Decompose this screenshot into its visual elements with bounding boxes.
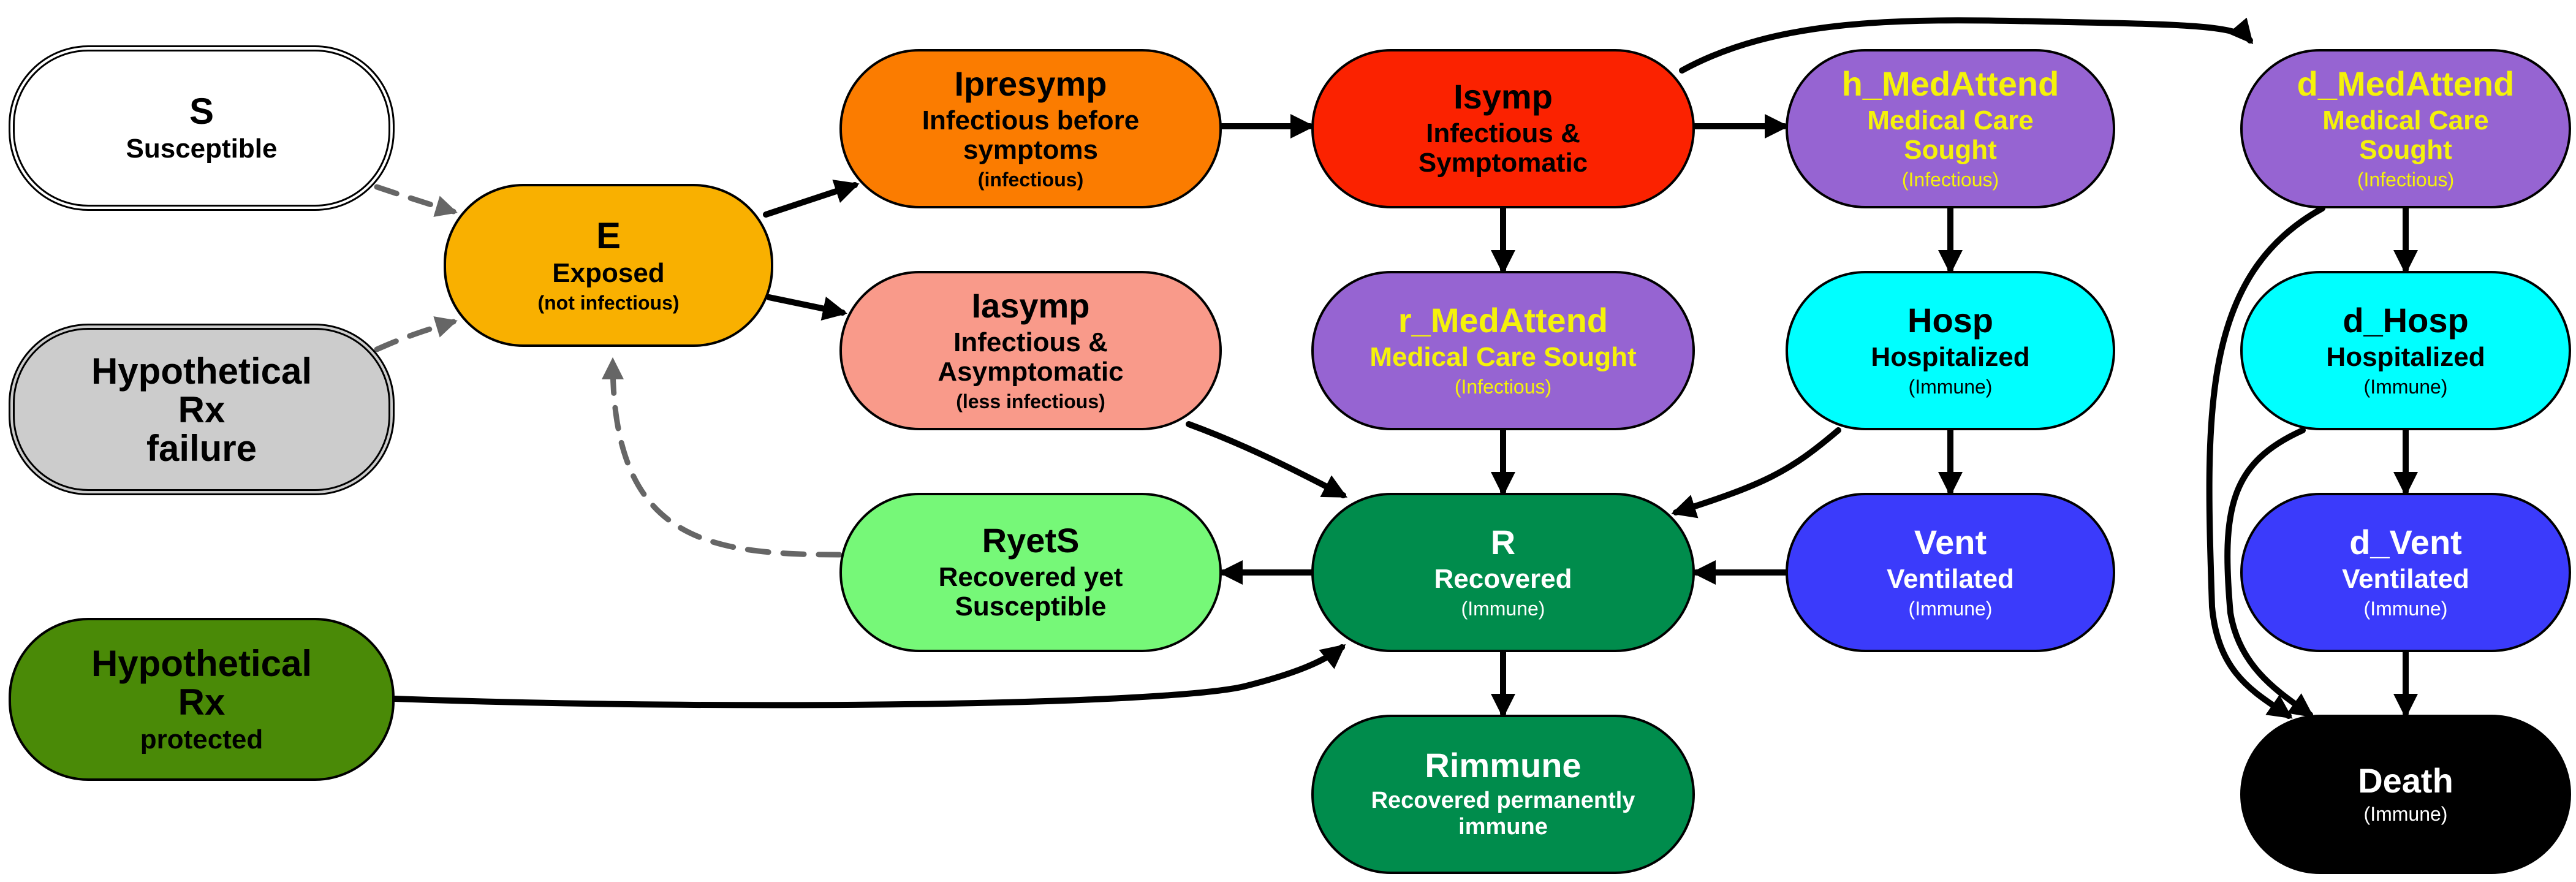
- node-subtitle: Medical Care: [1867, 105, 2034, 135]
- edge-rx_failure-to-E: [374, 316, 458, 352]
- node-subtitle: Sought: [1904, 135, 1997, 165]
- node-rx-protected: Hypothetical Rx protected: [9, 618, 395, 781]
- node-subtitle: Susceptible: [955, 591, 1107, 622]
- node-note: (less infectious): [956, 390, 1105, 413]
- node-title: Iasymp: [971, 286, 1090, 325]
- node-subtitle: Hospitalized: [1871, 341, 2030, 372]
- node-subtitle: Ventilated: [2342, 563, 2469, 594]
- node-exposed: E Exposed (not infectious): [444, 184, 773, 347]
- node-note: (Immune): [1908, 376, 1993, 398]
- edge-S-to-E: [374, 184, 458, 217]
- node-death: Death (Immune): [2240, 715, 2571, 874]
- edge-Isymp-to-d_MedAttend: [1679, 17, 2254, 74]
- node-ryets: RyetS Recovered yet Susceptible: [839, 493, 1222, 652]
- node-line: failure: [146, 427, 257, 469]
- node-subtitle: Infectious before: [922, 105, 1140, 135]
- node-title: d_Hosp: [2343, 301, 2469, 340]
- node-note: (Infectious): [1454, 376, 1552, 398]
- node-note: (Infectious): [1901, 169, 1999, 191]
- node-title: Vent: [1914, 523, 1987, 561]
- node-subtitle: Sought: [2359, 135, 2452, 165]
- node-susceptible: S Susceptible: [9, 45, 395, 211]
- node-recovered: R Recovered (Immune): [1311, 493, 1695, 652]
- node-subtitle: Hospitalized: [2326, 341, 2485, 372]
- node-note: (not infectious): [537, 292, 680, 314]
- node-subtitle: Ventilated: [1887, 563, 2014, 594]
- node-title: h_MedAttend: [1841, 64, 2059, 103]
- node-note: (Immune): [2363, 376, 2448, 398]
- node-title: r_MedAttend: [1398, 301, 1608, 340]
- node-subtitle: Symptomatic: [1418, 148, 1588, 178]
- node-vent: Vent Ventilated (Immune): [1786, 493, 2115, 652]
- node-note: (Immune): [1461, 598, 1545, 620]
- node-h-medattend: h_MedAttend Medical Care Sought (Infecti…: [1786, 49, 2115, 208]
- node-title: S: [189, 91, 214, 132]
- node-iasymp: Iasymp Infectious & Asymptomatic (less i…: [839, 271, 1222, 430]
- node-d-hosp: d_Hosp Hospitalized (Immune): [2240, 271, 2571, 430]
- node-line: Rx: [178, 681, 225, 723]
- node-line: Rx: [178, 389, 225, 430]
- node-title: Death: [2358, 761, 2453, 800]
- edge-Hosp-to-R: [1671, 427, 1841, 519]
- node-line: Hypothetical: [91, 350, 313, 392]
- node-line: Hypothetical: [91, 642, 313, 684]
- node-subtitle: Asymptomatic: [938, 357, 1124, 387]
- node-hosp: Hosp Hospitalized (Immune): [1786, 271, 2115, 430]
- node-title: R: [1490, 523, 1516, 561]
- node-subtitle: immune: [1458, 814, 1548, 840]
- edge-d_MedAttend-to-Death: [2206, 205, 2325, 719]
- node-title: Rimmune: [1425, 745, 1582, 785]
- edge-Iasymp-to-R: [1186, 421, 1348, 498]
- node-subtitle: Recovered permanently: [1371, 787, 1635, 813]
- node-note: (Infectious): [2357, 169, 2455, 191]
- node-subtitle: Susceptible: [126, 134, 278, 164]
- node-rimmune: Rimmune Recovered permanently immune: [1311, 715, 1695, 874]
- node-line: protected: [140, 724, 263, 755]
- node-d-vent: d_Vent Ventilated (Immune): [2240, 493, 2571, 652]
- node-subtitle: Recovered: [1434, 563, 1572, 594]
- edge-RyetS-to-E: [602, 357, 843, 558]
- node-note: (Immune): [2363, 598, 2448, 620]
- edge-E-to-Ipresymp: [763, 180, 860, 218]
- node-title: RyetS: [982, 521, 1080, 560]
- node-ipresymp: Ipresymp Infectious before symptoms (inf…: [839, 49, 1222, 208]
- node-subtitle: symptoms: [963, 135, 1099, 165]
- node-subtitle: Infectious &: [1426, 118, 1580, 148]
- node-isymp: Isymp Infectious & Symptomatic: [1311, 49, 1695, 208]
- node-note: (Immune): [2363, 803, 2448, 825]
- node-subtitle: Infectious &: [953, 327, 1108, 357]
- node-title: d_Vent: [2349, 523, 2462, 561]
- node-rx-failure: Hypothetical Rx failure: [9, 324, 395, 495]
- node-note: (Immune): [1908, 598, 1993, 620]
- node-d-medattend: d_MedAttend Medical Care Sought (Infecti…: [2240, 49, 2571, 208]
- node-note: (infectious): [977, 169, 1084, 191]
- node-subtitle: Medical Care Sought: [1369, 341, 1637, 372]
- node-title: E: [596, 215, 621, 256]
- node-title: Hosp: [1907, 301, 1993, 340]
- node-subtitle: Recovered yet: [938, 562, 1123, 592]
- node-title: d_MedAttend: [2297, 64, 2515, 103]
- node-r-medattend: r_MedAttend Medical Care Sought (Infecti…: [1311, 271, 1695, 430]
- node-subtitle: Exposed: [552, 257, 665, 288]
- edge-d_Hosp-to-Death: [2224, 427, 2314, 718]
- node-title: Ipresymp: [954, 64, 1107, 103]
- edge-E-to-Iasymp: [766, 294, 847, 321]
- node-subtitle: Medical Care: [2322, 105, 2489, 135]
- edge-rx_protected-to-R: [392, 644, 1346, 709]
- node-title: Isymp: [1453, 77, 1553, 116]
